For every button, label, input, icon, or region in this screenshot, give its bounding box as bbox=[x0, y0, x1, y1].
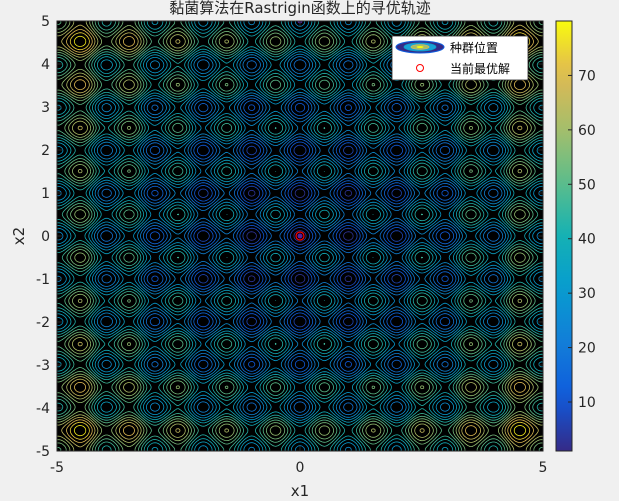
contour-lines bbox=[57, 21, 543, 451]
colorbar-tick-label: 30 bbox=[578, 286, 596, 302]
y-tick-label: 1 bbox=[41, 186, 50, 202]
contour-level-line bbox=[96, 56, 504, 416]
colorbar-ticks: 10 20 30 40 50 60 70 bbox=[568, 68, 596, 411]
colorbar-tick-label: 40 bbox=[578, 232, 596, 248]
contour-level-line bbox=[100, 59, 500, 413]
contour-level-line bbox=[57, 21, 543, 451]
y-tick-label: 3 bbox=[41, 100, 50, 116]
contour-level-line bbox=[145, 99, 455, 373]
colorbar-tick-label: 60 bbox=[578, 123, 596, 139]
chart-title: 黏菌算法在Rastrigin函数上的寻优轨迹 bbox=[169, 0, 431, 17]
population-point bbox=[297, 233, 303, 239]
y-tick-label: 5 bbox=[41, 14, 50, 30]
y-tick-label: -1 bbox=[36, 272, 50, 288]
contour-level-line bbox=[57, 21, 543, 451]
colorbar-tick-label: 50 bbox=[578, 177, 596, 193]
contour-level-line bbox=[57, 21, 543, 451]
contour-level-line bbox=[57, 21, 543, 451]
x-tick-label: 5 bbox=[539, 460, 548, 476]
legend-label-population: 种群位置 bbox=[450, 40, 498, 55]
colorbar-tick-label: 20 bbox=[578, 341, 596, 357]
contour-level-line bbox=[196, 144, 404, 328]
x-tick-label: -5 bbox=[50, 460, 64, 476]
x-axis-label: x1 bbox=[291, 482, 309, 500]
y-axis-label: x2 bbox=[10, 227, 28, 245]
contour-level-line bbox=[149, 103, 451, 369]
colorbar-frame bbox=[555, 20, 573, 452]
legend-swatch-population bbox=[395, 40, 445, 54]
best-solution-marker bbox=[295, 231, 305, 241]
y-tick-label: 2 bbox=[41, 143, 50, 159]
contour-level-line bbox=[57, 21, 543, 451]
contour-level-line bbox=[57, 21, 543, 451]
plot-area[interactable] bbox=[56, 19, 544, 452]
y-tick-label: 4 bbox=[41, 57, 50, 73]
x-axis: -5 0 5 bbox=[50, 21, 547, 476]
y-tick-label: -3 bbox=[36, 358, 50, 374]
colorbar-tick-label: 10 bbox=[578, 395, 596, 411]
y-axis: -5 -4 -3 -2 -1 0 1 2 3 4 5 bbox=[36, 14, 543, 460]
legend-marker-best bbox=[416, 64, 424, 72]
y-tick-label: -5 bbox=[36, 444, 50, 460]
contour-level-line bbox=[246, 188, 354, 284]
x-tick-label: 0 bbox=[296, 460, 305, 476]
contour-level-line bbox=[57, 21, 543, 451]
legend-label-best: 当前最优解 bbox=[450, 61, 510, 76]
contour-level-line bbox=[57, 21, 543, 451]
contour-level-line bbox=[57, 21, 543, 451]
colorbar-gradient bbox=[556, 21, 572, 451]
y-tick-label: -2 bbox=[36, 315, 50, 331]
colorbar: 10 20 30 40 50 60 70 bbox=[555, 20, 596, 452]
y-tick-label: 0 bbox=[41, 229, 50, 245]
colorbar-tick-label: 70 bbox=[578, 68, 596, 84]
legend[interactable]: 种群位置 当前最优解 bbox=[391, 35, 529, 81]
y-tick-label: -4 bbox=[36, 401, 50, 417]
